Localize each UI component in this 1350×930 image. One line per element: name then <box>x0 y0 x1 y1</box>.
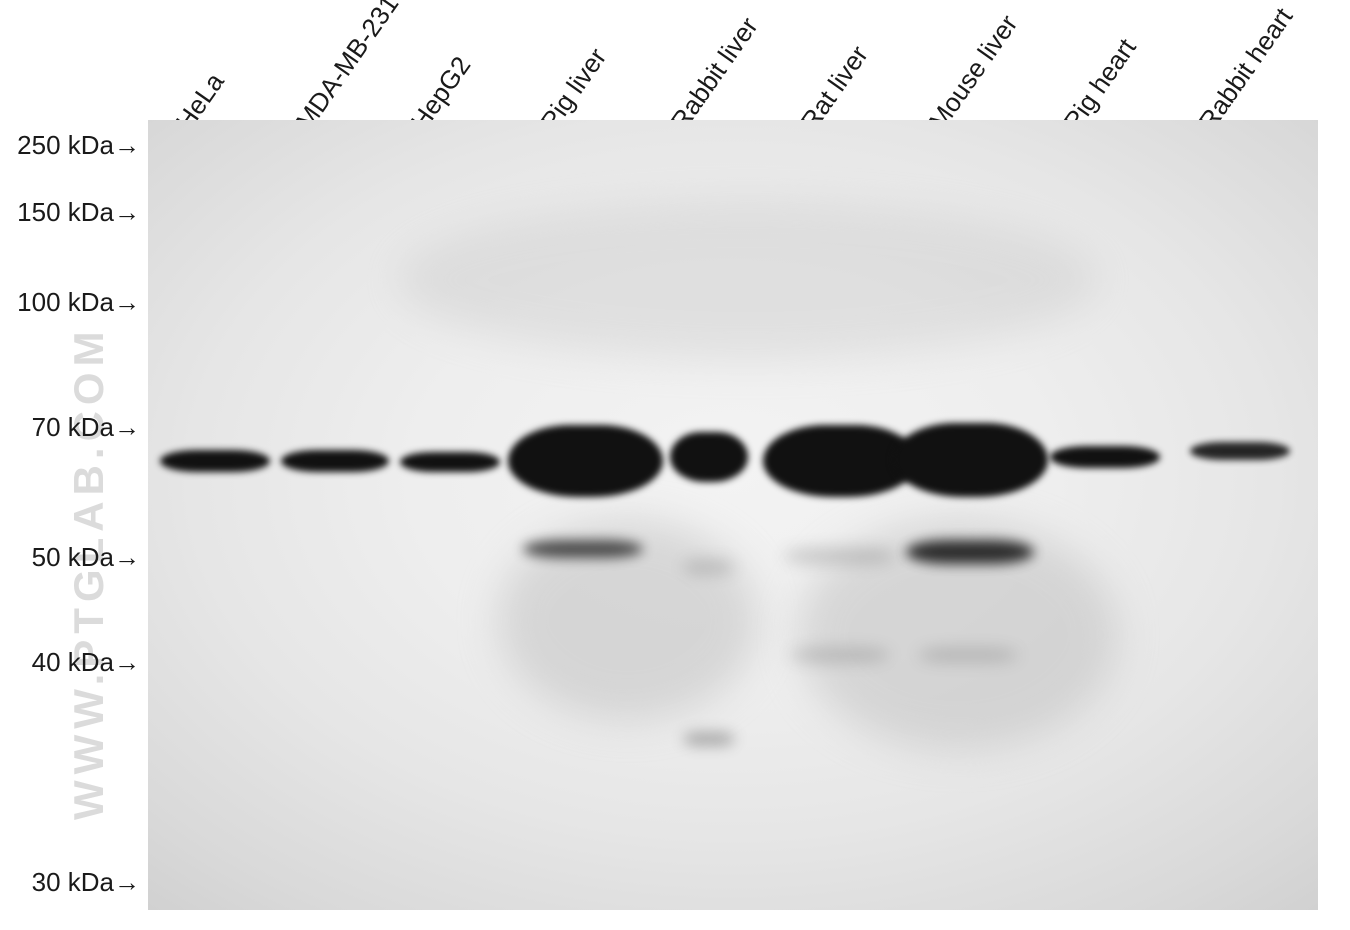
band-pigliver-50k <box>523 540 643 558</box>
band-hela-65k <box>160 450 270 472</box>
band-mouseliver-40k <box>918 648 1018 662</box>
mw-marker-30: 30 kDa→ <box>0 867 140 898</box>
band-pigliver-65k <box>508 425 663 497</box>
blot-membrane <box>148 120 1318 910</box>
mw-marker-100: 100 kDa→ <box>0 287 140 318</box>
band-mouseliver-65k <box>893 423 1048 497</box>
band-hepg2-65k <box>400 452 500 472</box>
lane-label-mdamb231: MDA-MB-231 <box>290 0 406 136</box>
band-rabbitheart-65k <box>1190 442 1290 460</box>
band-ratliver-40k <box>790 648 890 662</box>
mw-marker-250: 250 kDa→ <box>0 130 140 161</box>
mw-marker-40: 40 kDa→ <box>0 647 140 678</box>
band-mouseliver-50k <box>906 540 1034 564</box>
lane-label-rabbit-heart: Rabbit heart <box>1193 2 1300 136</box>
figure-root: WWW.PTGLAB.COM 250 kDa→ 150 kDa→ 100 kDa… <box>0 0 1350 930</box>
mw-marker-150: 150 kDa→ <box>0 197 140 228</box>
band-pigheart-65k <box>1050 446 1160 468</box>
band-mdamb231-65k <box>281 450 389 472</box>
band-rabbitliver-35k <box>683 732 735 746</box>
band-ratliver-50k <box>783 548 895 564</box>
band-rabbitliver-65k <box>670 432 748 482</box>
band-rabbitliver-50k <box>683 560 735 574</box>
mw-marker-70: 70 kDa→ <box>0 412 140 443</box>
smudge <box>398 200 1098 360</box>
lane-label-mouse-liver: Mouse liver <box>923 9 1025 136</box>
lane-label-rabbit-liver: Rabbit liver <box>665 12 765 136</box>
mw-marker-50: 50 kDa→ <box>0 542 140 573</box>
